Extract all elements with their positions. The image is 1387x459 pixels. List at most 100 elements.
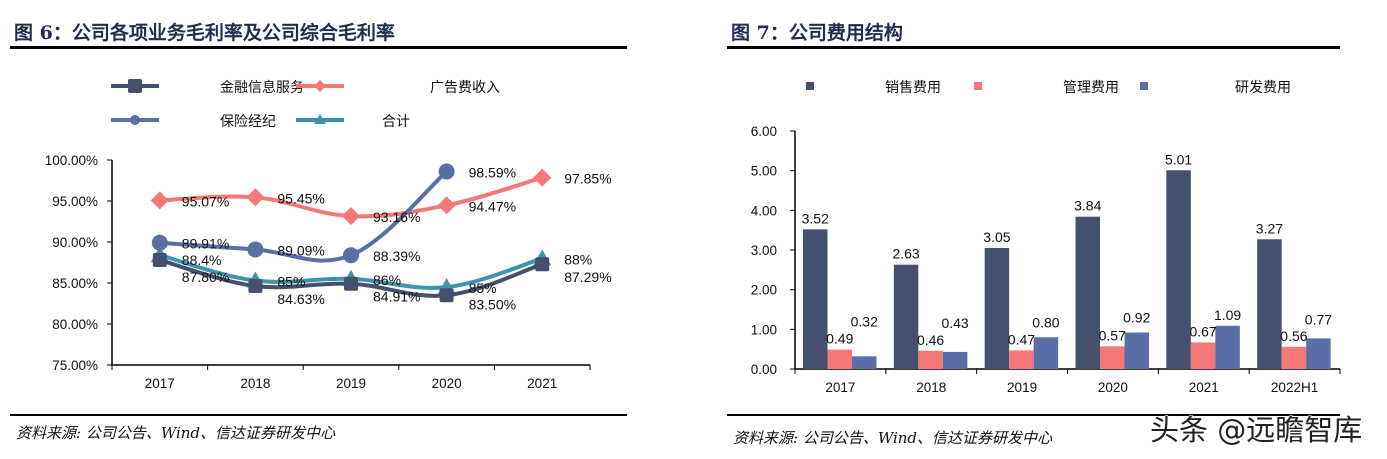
series-line [159,170,448,263]
bar [852,356,877,369]
legend-item: 管理费用 [974,80,1119,96]
square-marker [439,288,454,303]
bar [1124,332,1149,369]
y-tick-label: 80.00% [52,317,98,332]
x-tick-label: 2022H1 [1271,380,1318,395]
series-0 [152,253,550,303]
legend-swatch [974,82,982,90]
data-label: 0.56 [1280,328,1307,344]
diamond-marker [246,188,265,207]
data-label: 93.16% [373,209,420,225]
circle-marker [247,241,264,258]
x-tick-label: 2019 [336,376,366,391]
square-marker [128,79,142,93]
data-label: 0.47 [1008,331,1035,347]
bar [1100,346,1125,369]
data-label: 0.49 [826,331,853,347]
legend-label: 广告费收入 [430,80,500,96]
data-label: 0.77 [1305,311,1332,327]
data-label: 0.32 [851,313,878,329]
square-marker [152,253,167,268]
chart6-line-chart: 75.00% 80.00% 85.00% 90.00% 95.00% 100.00% 201… [45,79,612,391]
x-tick-label: 2017 [145,376,175,391]
data-label: 0.67 [1189,323,1216,339]
data-label: 84.91% [373,289,420,305]
data-label: 97.85% [564,171,611,187]
bar [918,350,943,369]
legend-label: 销售费用 [885,80,941,96]
y-tick-label: 85.00% [52,276,98,291]
data-label: 83.50% [469,296,516,312]
x-tick-label: 2021 [527,376,557,391]
bar [1166,170,1191,369]
series-1 [150,168,552,226]
data-label: 2.63 [892,246,919,262]
y-tick-label: 1.00 [751,322,777,337]
y-tick-label: 95.00% [52,194,98,209]
data-label: 3.05 [983,229,1010,245]
y-tick-label: 2.00 [751,283,777,298]
data-label: 0.92 [1123,310,1150,326]
y-tick-label: 0.00 [751,362,777,377]
title-divider [10,46,627,49]
circle-marker [151,234,168,251]
data-label: 5.01 [1165,151,1192,167]
diamond-marker [314,80,326,92]
bar [827,349,852,369]
legend-item: 保险经纪 [111,114,276,130]
legend-label: 保险经纪 [220,114,276,130]
diamond-marker [533,168,552,187]
bar [1257,239,1282,369]
bar [1033,337,1059,369]
y-tick-label: 75.00% [52,358,98,373]
chart7-bar-chart: 0.00 1.00 2.00 3.00 4.00 5.00 6.00 2017 2018 2019… [751,80,1341,395]
y-tick-label: 4.00 [751,203,777,218]
data-label: 1.09 [1214,307,1241,323]
chart7-title: 图 7：公司费用结构 [731,21,903,44]
bar [1190,342,1216,369]
y-tick-label: 100.00% [45,153,98,168]
x-tick-label: 2018 [916,380,946,395]
chart6-title: 图 6：公司各项业务毛利率及公司综合毛利率 [14,21,395,44]
legend-label: 合计 [382,114,410,130]
data-label: 84.63% [277,291,324,307]
square-marker [535,257,550,272]
data-label: 88% [564,251,592,267]
legend-label: 金融信息服务 [220,79,304,96]
data-label: 89.91% [182,236,229,252]
x-tick-label: 2018 [240,376,270,391]
bar [893,264,919,369]
x-tick-label: 2020 [432,376,462,391]
bar [942,351,968,369]
y-tick-label: 90.00% [52,235,98,250]
source-divider [727,414,1340,416]
data-label: 95.45% [277,190,324,206]
data-label: 0.57 [1099,327,1126,343]
circle-marker [438,163,455,180]
circle-marker [343,247,359,264]
y-tick-label: 5.00 [751,164,777,179]
data-label: 3.52 [802,210,829,226]
bar [984,248,1010,369]
bar [803,229,828,369]
data-label: 87.29% [564,269,611,285]
data-label: 94.47% [469,198,516,214]
diamond-marker [150,191,169,210]
circle-marker [130,115,140,125]
diamond-marker [437,196,456,215]
legend-label: 管理费用 [1063,80,1119,96]
bar [1075,216,1100,369]
bar [1215,325,1240,369]
data-label: 3.27 [1256,220,1283,236]
diamond-marker [342,207,360,226]
bar [1009,350,1034,369]
source-divider [10,414,627,416]
data-label: 89.09% [277,242,324,258]
y-tick-label: 6.00 [751,124,777,139]
data-label: 87.80% [182,269,229,285]
legend-swatch [1140,82,1148,90]
x-tick-label: 2017 [825,380,855,395]
x-tick-label: 2020 [1098,380,1128,395]
data-label: 95.07% [182,193,229,209]
